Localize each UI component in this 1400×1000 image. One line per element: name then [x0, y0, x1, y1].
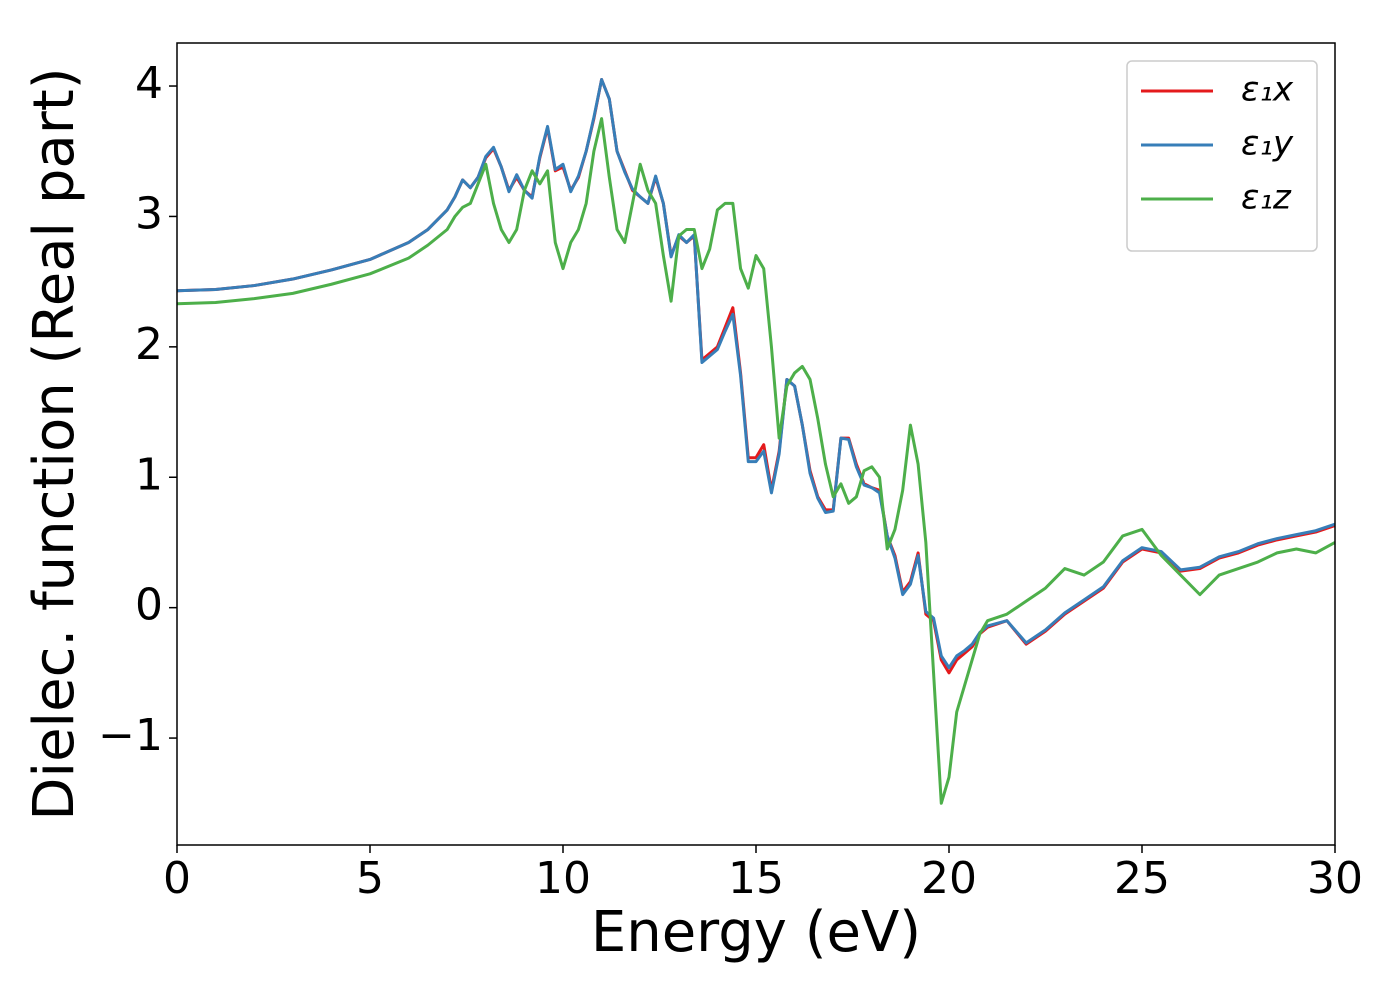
x-tick-label: 20	[921, 853, 977, 904]
y-tick-label: 0	[135, 580, 163, 631]
y-axis-label: Dielec. function (Real part)	[22, 67, 87, 820]
y-tick-label: 3	[135, 188, 163, 239]
x-tick-label: 25	[1114, 853, 1170, 904]
plot-frame	[176, 42, 1336, 846]
x-tick-label: 5	[356, 853, 384, 904]
legend-box	[1126, 60, 1318, 252]
legend-label: ε₁z	[1241, 178, 1292, 218]
data-line	[177, 117, 1335, 805]
y-tick-label: −1	[98, 710, 163, 761]
x-tick-label: 30	[1307, 853, 1363, 904]
x-tick-label: 10	[535, 853, 591, 904]
data-line	[177, 78, 1335, 670]
y-tick-label: 4	[135, 58, 163, 109]
x-axis-label: Energy (eV)	[591, 900, 921, 965]
y-tick-label: 1	[135, 449, 163, 500]
x-tick-label: 0	[163, 853, 191, 904]
legend-label: ε₁x	[1241, 70, 1294, 110]
x-tick-label: 15	[728, 853, 784, 904]
y-tick-label: 2	[135, 319, 163, 370]
legend-label: ε₁y	[1241, 124, 1294, 164]
